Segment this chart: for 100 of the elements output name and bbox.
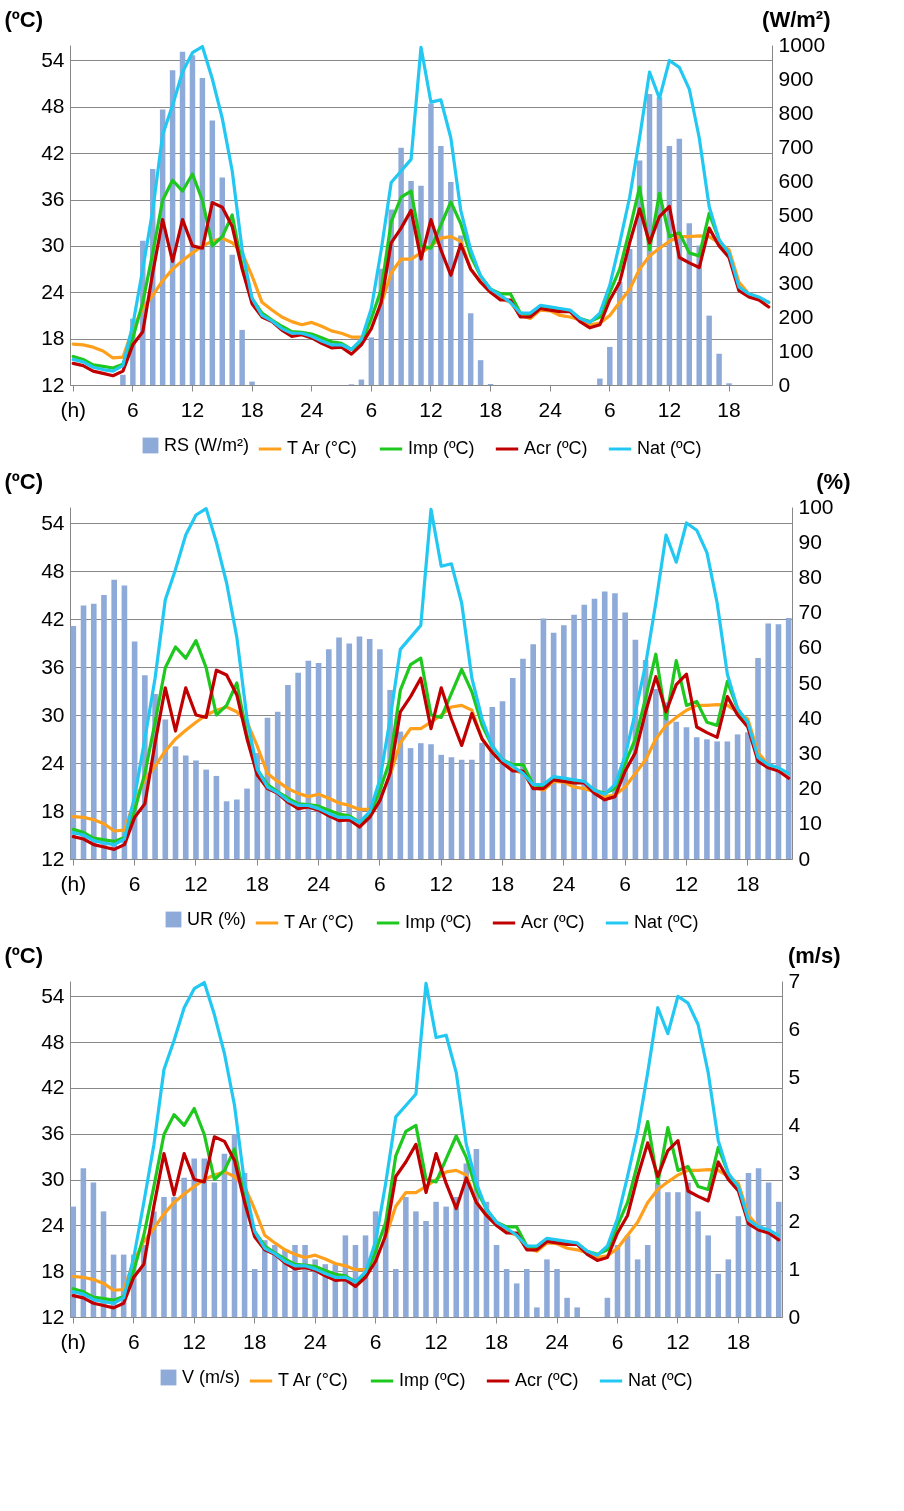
bar	[524, 1269, 530, 1317]
x-tick-label: 18	[726, 1329, 751, 1353]
bar	[513, 1283, 520, 1317]
bar	[534, 1307, 540, 1317]
y-tick-label: 12	[41, 372, 65, 396]
y2-tick-label: 700	[778, 134, 814, 158]
bar	[765, 623, 772, 859]
bar	[346, 643, 353, 859]
y2-tick-label: 6	[788, 1016, 801, 1040]
bar	[653, 688, 659, 859]
y-tick-label: 18	[41, 798, 65, 822]
y2-tick-label: 3	[788, 1160, 801, 1184]
y2-tick-label: 800	[778, 100, 814, 124]
bar	[715, 1273, 722, 1317]
y-tick-label: 54	[41, 983, 65, 1007]
x-tick-label: (h)	[60, 871, 87, 895]
bar	[735, 1216, 742, 1317]
bar	[604, 1297, 611, 1317]
y-tick-label: 24	[41, 750, 65, 774]
y2-tick-label: 7	[788, 968, 801, 992]
x-tick-label: 6	[603, 397, 616, 421]
y2-tick-label: 100	[798, 494, 834, 518]
x-tick-label: 18	[478, 397, 503, 421]
legend-label: Acr (ºC)	[515, 1370, 579, 1390]
y2-tick-label: 20	[798, 776, 822, 800]
legend-label: Acr (ºC)	[524, 438, 588, 458]
legend-label: V (m/s)	[182, 1366, 240, 1387]
bar	[467, 313, 474, 385]
y2-tick-label: 100	[778, 338, 814, 362]
x-tick-label: (h)	[60, 1329, 87, 1353]
bar	[336, 637, 342, 859]
bar	[413, 1211, 419, 1317]
y2-axis-title: (W/m²)	[762, 6, 831, 32]
bar	[203, 769, 209, 859]
y-tick-label: 42	[41, 1075, 65, 1099]
legend-label: Nat (ºC)	[637, 438, 702, 458]
bar	[326, 649, 332, 859]
x-tick-label: 6	[374, 871, 386, 895]
x-tick-label: 24	[300, 397, 324, 421]
bar	[695, 1211, 701, 1317]
bar	[716, 353, 722, 385]
y-tick-label: 54	[41, 510, 65, 534]
bar	[705, 1235, 711, 1317]
x-tick-label: 18	[240, 397, 264, 421]
bar	[191, 1158, 197, 1317]
bar	[403, 1197, 409, 1317]
y-axis-title: (ºC)	[4, 6, 44, 32]
bar	[428, 744, 434, 859]
x-tick-label: 12	[180, 397, 205, 421]
bar	[274, 711, 281, 859]
x-tick-label: 18	[245, 871, 269, 895]
bar	[612, 593, 618, 859]
bar	[448, 182, 454, 385]
x-tick-label: 6	[619, 871, 632, 895]
legend-label: Acr (ºC)	[521, 912, 585, 932]
x-tick-label: 18	[484, 1329, 509, 1353]
bar	[249, 381, 255, 385]
bar	[251, 1269, 258, 1317]
bar	[744, 732, 751, 859]
y-tick-label: 24	[41, 279, 65, 303]
bar	[469, 759, 475, 859]
y-tick-label: 42	[41, 140, 65, 164]
x-tick-label: 24	[306, 871, 331, 895]
bar	[655, 1182, 661, 1317]
y2-tick-label: 0	[788, 1304, 801, 1328]
y-tick-label: 36	[41, 654, 65, 678]
bar	[423, 1221, 429, 1317]
y2-tick-label: 0	[798, 846, 811, 870]
bar	[693, 737, 700, 859]
x-tick-label: 12	[424, 1329, 448, 1353]
bar	[554, 1269, 560, 1317]
y2-tick-label: 50	[798, 670, 822, 694]
x-tick-label: 12	[666, 1329, 690, 1353]
y2-tick-label: 400	[778, 236, 814, 260]
x-tick-label: 12	[657, 397, 682, 421]
bar	[477, 360, 484, 385]
legend-label: Nat (ºC)	[634, 912, 699, 932]
x-tick-label: 18	[243, 1329, 267, 1353]
bar	[564, 1297, 570, 1317]
bar	[223, 801, 230, 859]
legend-label: T Ar (°C)	[287, 438, 357, 458]
x-tick-label: 18	[490, 871, 515, 895]
y2-tick-label: 200	[778, 304, 814, 328]
y2-axis-title: (%)	[816, 468, 851, 494]
x-tick-label: (h)	[60, 397, 87, 421]
y-tick-label: 18	[41, 326, 65, 350]
legend-label: UR (%)	[187, 908, 246, 929]
bar	[503, 1269, 510, 1317]
y2-tick-label: 70	[798, 600, 822, 624]
x-tick-label: 24	[545, 1329, 570, 1353]
bar	[443, 1206, 449, 1317]
bar	[161, 1197, 167, 1317]
bar	[368, 337, 375, 385]
legend-label: T Ar (°C)	[278, 1370, 348, 1390]
x-tick-label: 6	[369, 1329, 382, 1353]
x-tick-label: 18	[717, 397, 741, 421]
bar	[417, 743, 424, 859]
y-tick-label: 36	[41, 1121, 65, 1145]
y-axis-title: (ºC)	[4, 942, 44, 968]
bar	[725, 1259, 732, 1317]
